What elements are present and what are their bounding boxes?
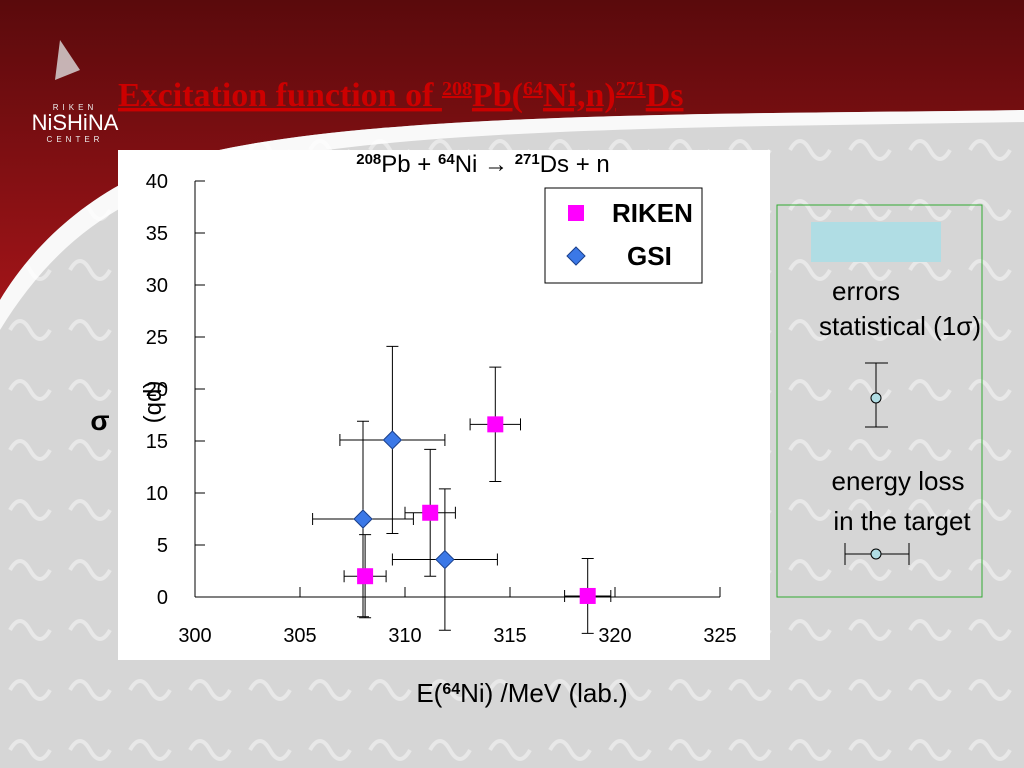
title-sup: 271 [515, 151, 540, 168]
y-tick-label: 30 [146, 275, 168, 297]
legend-box [544, 187, 703, 284]
y-tick-label: 10 [146, 483, 168, 505]
title-part: Ni,n) [543, 77, 616, 114]
y-tick-label: 20 [146, 379, 168, 401]
legend-label: RIKEN [612, 198, 693, 228]
legend-marker [566, 246, 586, 266]
data-point [353, 509, 373, 529]
legend-marker [568, 205, 584, 221]
notes-text: errors [832, 276, 900, 306]
logo: RIKEN NiSHiNA CENTER [32, 40, 119, 144]
data-point [435, 549, 455, 570]
y-tick-label: 25 [146, 327, 168, 349]
y-tick-label: 35 [146, 223, 168, 245]
notes-text: statistical (1σ) [819, 311, 981, 341]
y-tick-label: 5 [157, 535, 168, 557]
data-point [357, 568, 374, 585]
logo-text: NiSHiNA [32, 110, 119, 135]
title-part: Ds + n [540, 151, 610, 178]
title-sup: 64 [523, 78, 543, 100]
x-tick-label: 315 [493, 625, 526, 647]
notes-highlight [811, 222, 941, 262]
y-tick-label: 40 [146, 171, 168, 193]
label-part: Ni) /MeV (lab.) [460, 678, 628, 708]
data-point [422, 504, 439, 521]
title-sup: 208 [356, 151, 381, 168]
title-part: Ni → [455, 151, 515, 178]
x-tick-label: 305 [283, 625, 316, 647]
x-tick-label: 310 [388, 625, 421, 647]
y-axis-unit: (pb) [142, 381, 169, 424]
title-part: Excitation function of [118, 77, 442, 114]
title-part: Pb + [381, 151, 438, 178]
title-sup: 271 [616, 78, 646, 100]
legend-label: GSI [627, 241, 672, 271]
chart-title: 208Pb + 64Ni → 271Ds + n [356, 151, 610, 179]
title-sup: 208 [442, 78, 472, 100]
x-tick-label: 320 [598, 625, 631, 647]
title-sup: 64 [438, 151, 455, 168]
notes-text: in the target [833, 506, 971, 536]
y-tick-label: 0 [157, 587, 168, 609]
logo-mark [55, 40, 80, 80]
y-tick-label: 15 [146, 431, 168, 453]
logo-text: CENTER [47, 135, 104, 144]
title-part: Pb( [472, 77, 523, 114]
example-point [870, 548, 882, 560]
x-tick-label: 300 [178, 625, 211, 647]
label-sup: 64 [442, 681, 460, 698]
data-point [382, 430, 403, 450]
header-band [0, 0, 1024, 300]
data-point [487, 416, 504, 433]
y-axis-label: σ [90, 405, 109, 436]
label-part: E( [416, 678, 442, 708]
notes-text: energy loss [832, 466, 965, 496]
x-tick-label: 325 [703, 625, 736, 647]
example-point [870, 392, 882, 404]
x-axis-label: E(64Ni) /MeV (lab.) [416, 678, 627, 708]
data-point [579, 587, 596, 604]
slide-title: Excitation function of 208Pb(64Ni,n)271D… [118, 77, 683, 114]
title-part: Ds [646, 77, 684, 114]
notes-box [776, 204, 983, 598]
error-notes: errors statistical (1σ) energy loss in t… [776, 204, 983, 598]
logo-text: RIKEN [53, 103, 97, 112]
